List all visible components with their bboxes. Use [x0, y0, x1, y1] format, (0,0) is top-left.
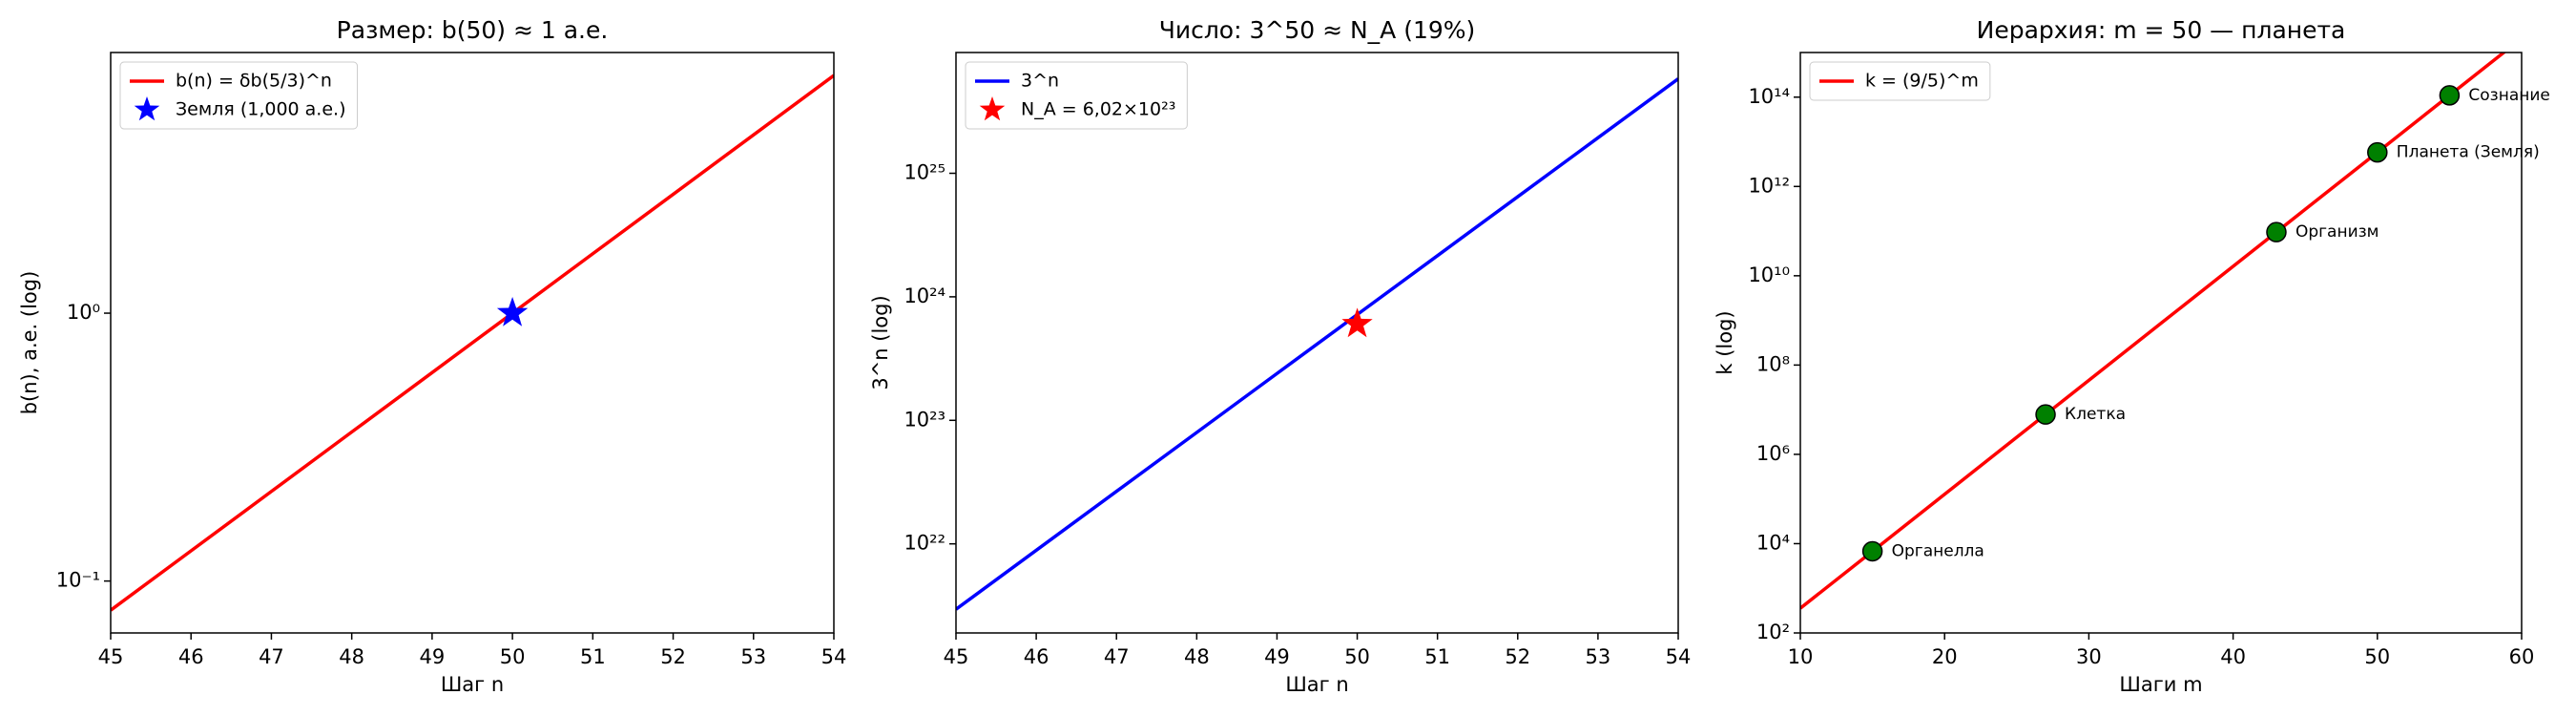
y-axis-label: b(n), а.е. (log) — [18, 271, 41, 415]
legend-label: k = (9/5)^m — [1865, 71, 1979, 92]
x-tick-label: 49 — [1264, 645, 1290, 668]
y-tick-label: 10²³ — [904, 408, 945, 431]
legend-box — [965, 61, 1188, 130]
x-tick-label: 50 — [500, 645, 526, 668]
point-label: Планета (Земля) — [2397, 143, 2540, 162]
axes-frame — [1799, 52, 2523, 634]
y-axis-label: k (log) — [1714, 310, 1736, 374]
chart-title: Размер: b(50) ≈ 1 а.е. — [337, 16, 609, 44]
x-tick-label: 54 — [821, 645, 847, 668]
x-tick-label: 53 — [740, 645, 766, 668]
y-tick-label: 10⁸ — [1756, 352, 1790, 375]
y-axis-label: 3^n (log) — [869, 295, 892, 390]
y-tick-label: 10⁻¹ — [56, 569, 100, 592]
axes-frame — [955, 52, 1679, 634]
legend-box — [1809, 61, 1991, 101]
y-tick-label: 10²⁴ — [904, 284, 945, 307]
x-tick-label: 20 — [1932, 645, 1958, 668]
y-tick-label: 10¹² — [1748, 174, 1790, 197]
x-tick-label: 53 — [1586, 645, 1611, 668]
legend-swatch — [979, 96, 1006, 121]
chart-title: Число: 3^50 ≈ N_A (19%) — [1159, 16, 1476, 44]
x-tick-label: 40 — [2220, 645, 2246, 668]
plot-area — [111, 74, 834, 612]
x-tick-label: 48 — [1184, 645, 1210, 668]
legend-label: 3^n — [1021, 71, 1059, 92]
x-tick-label: 46 — [178, 645, 204, 668]
point — [2367, 141, 2388, 163]
x-tick-label: 52 — [1505, 645, 1530, 668]
star-marker — [1341, 307, 1373, 338]
x-tick-label: 48 — [339, 645, 364, 668]
y-tick-label: 10¹⁴ — [1748, 85, 1790, 108]
x-tick-label: 49 — [420, 645, 446, 668]
plot-area — [956, 77, 1678, 611]
y-tick-label: 10²⁵ — [904, 161, 945, 184]
y-tick-label: 10⁰ — [67, 301, 100, 324]
point — [1861, 540, 1883, 562]
star-marker — [496, 297, 529, 326]
x-tick-label: 51 — [580, 645, 606, 668]
x-tick-label: 50 — [2364, 645, 2390, 668]
legend-label: b(n) = δb(5/3)^n — [176, 71, 332, 92]
x-tick-label: 51 — [1424, 645, 1450, 668]
x-axis-label: Шаг n — [1285, 673, 1348, 696]
legend: k = (9/5)^m — [1809, 61, 1991, 101]
point-label: Организм — [2296, 222, 2379, 242]
x-tick-label: 60 — [2509, 645, 2535, 668]
plot-area — [1800, 53, 2507, 610]
x-tick-label: 10 — [1788, 645, 1814, 668]
x-tick-label: 45 — [944, 645, 969, 668]
legend: b(n) = δb(5/3)^n Земля (1,000 а.е.) — [119, 61, 358, 130]
series-line — [1800, 53, 2507, 610]
series-line — [111, 74, 834, 612]
y-tick-label: 10⁶ — [1756, 442, 1790, 465]
legend-label: Земля (1,000 а.е.) — [176, 99, 346, 120]
x-tick-label: 46 — [1024, 645, 1049, 668]
point — [2266, 221, 2287, 242]
x-tick-label: 54 — [1666, 645, 1692, 668]
point-label: Клетка — [2065, 405, 2126, 424]
point — [2035, 404, 2056, 425]
legend-label: N_A = 6,02×10²³ — [1021, 99, 1175, 120]
point — [2439, 85, 2461, 106]
point-label: Сознание — [2468, 86, 2549, 105]
x-tick-label: 45 — [98, 645, 124, 668]
y-tick-label: 10² — [1756, 621, 1790, 643]
y-tick-label: 10⁴ — [1756, 531, 1790, 554]
x-tick-label: 52 — [660, 645, 686, 668]
x-axis-label: Шаг n — [441, 673, 504, 696]
axes-frame — [110, 52, 835, 634]
x-tick-label: 30 — [2076, 645, 2102, 668]
x-tick-label: 47 — [1104, 645, 1130, 668]
legend-box — [119, 61, 358, 130]
x-axis-label: Шаги m — [2119, 673, 2202, 696]
x-tick-label: 47 — [259, 645, 284, 668]
point-label: Органелла — [1892, 541, 1984, 560]
series-line — [956, 77, 1678, 611]
chart-title: Иерархия: m = 50 — планета — [1977, 16, 2346, 44]
y-tick-label: 10²² — [904, 532, 945, 555]
legend: 3^n N_A = 6,02×10²³ — [965, 61, 1188, 130]
y-tick-label: 10¹⁰ — [1748, 263, 1790, 286]
x-tick-label: 50 — [1344, 645, 1370, 668]
legend-swatch — [134, 96, 160, 121]
